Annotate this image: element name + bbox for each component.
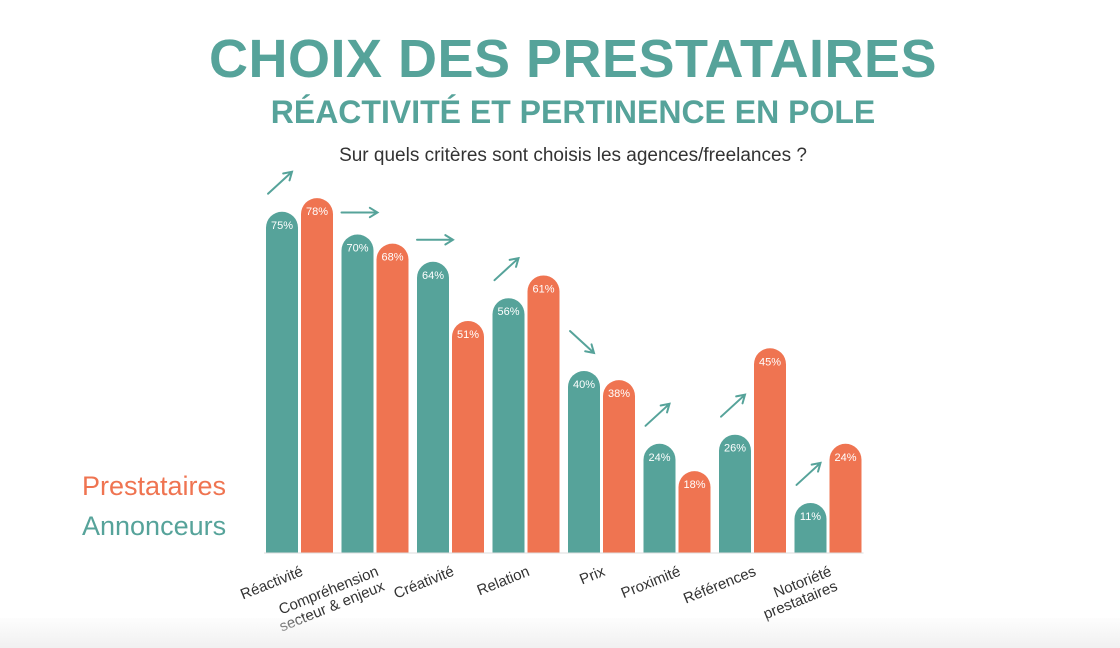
trend-arrow-up-icon — [267, 170, 294, 195]
bar-annonceurs — [643, 443, 676, 553]
category-label: Relation — [475, 563, 532, 599]
chart-title: CHOIX DES PRESTATAIRES — [208, 29, 938, 89]
trend-arrow-up-icon — [795, 461, 822, 486]
data-label: 11% — [800, 511, 821, 523]
legend-item-prestataires: Prestataires — [82, 471, 227, 501]
data-label: 26% — [724, 443, 746, 455]
data-label: 45% — [759, 356, 781, 368]
trend-arrow-flat-icon — [416, 234, 455, 246]
bar-prestataires — [452, 320, 484, 553]
bar-annonceurs — [341, 234, 374, 553]
trend-arrow-down-icon — [569, 330, 596, 355]
data-label: 68% — [381, 252, 403, 264]
bar-prestataires — [376, 243, 409, 553]
bar-annonceurs — [492, 298, 525, 553]
trend-arrow-up-icon — [493, 256, 520, 282]
bar-prestataires — [527, 275, 560, 553]
data-label: 64% — [422, 270, 444, 282]
chart-subtitle: RÉACTIVITÉ ET PERTINENCE EN POLE — [270, 94, 876, 130]
bar-prestataires — [678, 471, 711, 553]
category-label: Prix — [577, 563, 608, 589]
data-label: 24% — [648, 452, 670, 464]
data-label: 78% — [306, 206, 328, 218]
legend-item-annonceurs: Annonceurs — [82, 511, 227, 541]
legend: Prestataires Annonceurs — [82, 466, 226, 546]
category-label: Notoriétéprestataires — [755, 563, 840, 623]
data-label: 18% — [683, 479, 705, 491]
data-label: 38% — [608, 388, 630, 400]
data-label: 70% — [346, 243, 368, 255]
bar-annonceurs — [568, 371, 600, 553]
category-label: Références — [681, 563, 759, 608]
data-label: 61% — [532, 283, 554, 295]
bar-prestataires — [754, 348, 786, 553]
bar-prestataires — [603, 380, 635, 553]
chart-question: Sur quels critères sont choisis les agen… — [339, 145, 807, 166]
trend-arrow-up-icon — [644, 402, 671, 427]
data-label: 40% — [573, 379, 595, 391]
bar-prestataires — [301, 198, 333, 553]
data-label: 75% — [271, 220, 293, 232]
data-label: 24% — [834, 452, 856, 464]
bar-annonceurs — [417, 261, 449, 553]
trend-arrow-up-icon — [720, 393, 747, 418]
category-label: Créativité — [391, 563, 456, 602]
trend-arrow-flat-icon — [340, 206, 380, 219]
bar-annonceurs — [719, 434, 751, 553]
bottom-fade — [0, 618, 1120, 648]
data-label: 51% — [457, 329, 479, 341]
bar-annonceurs — [794, 502, 827, 553]
bar-annonceurs — [266, 211, 298, 553]
category-label: Proximité — [619, 563, 683, 602]
data-label: 56% — [497, 306, 519, 318]
bar-prestataires — [829, 443, 862, 553]
